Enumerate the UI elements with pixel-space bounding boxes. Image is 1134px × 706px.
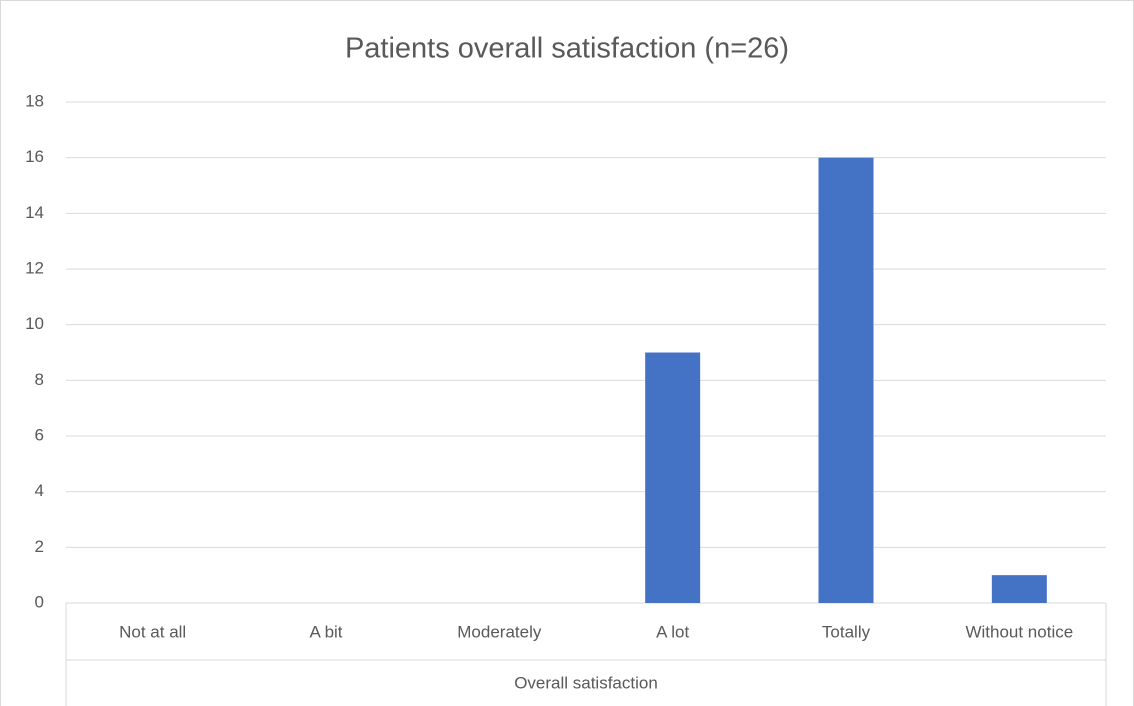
x-tick-label: Moderately [457,622,542,641]
y-tick-label: 2 [35,537,44,556]
y-tick-label: 16 [25,147,44,166]
y-tick-label: 0 [35,592,44,611]
y-tick-label: 14 [25,203,44,222]
bar [645,352,701,603]
y-tick-label: 10 [25,314,44,333]
x-tick-label: Not at all [119,622,186,641]
y-tick-label: 8 [35,370,44,389]
chart-title: Patients overall satisfaction (n=26) [345,33,789,65]
x-axis-label: Overall satisfaction [514,673,658,692]
x-tick-label: Without notice [965,622,1073,641]
x-tick-label: Totally [822,622,871,641]
bar [818,157,874,603]
y-tick-label: 12 [25,258,44,277]
bar [991,575,1047,603]
y-tick-label: 4 [35,481,44,500]
y-tick-label: 18 [25,91,44,110]
x-tick-label: A lot [656,622,689,641]
y-tick-label: 6 [35,425,44,444]
x-tick-label: A bit [309,622,342,641]
